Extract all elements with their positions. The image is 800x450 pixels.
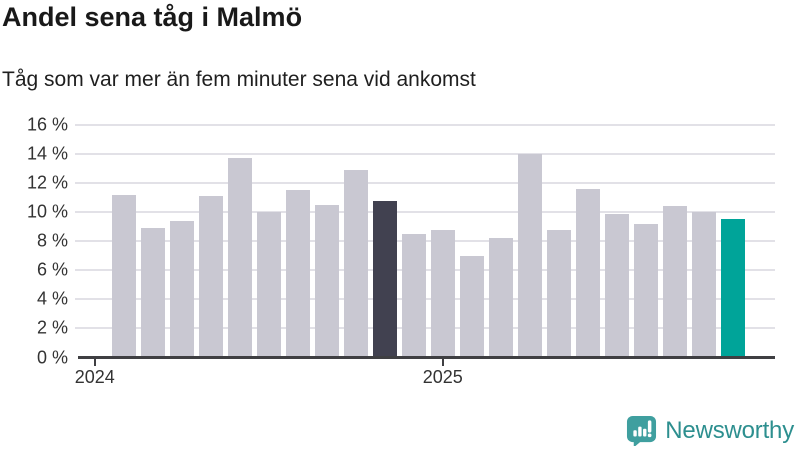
chart-subtitle: Tåg som var mer än fem minuter sena vid … <box>2 68 476 91</box>
bar <box>315 204 339 358</box>
chart-title: Andel sena tåg i Malmö <box>2 2 303 32</box>
y-gridline <box>75 211 775 214</box>
y-gridline <box>75 153 775 156</box>
bar <box>460 255 484 358</box>
bar <box>489 238 513 358</box>
bar <box>199 196 223 358</box>
bar <box>170 220 194 358</box>
bar <box>547 229 571 358</box>
x-axis-tick-label: 2025 <box>422 367 463 387</box>
y-axis-tick-label: 6 % <box>36 259 68 280</box>
bar <box>373 200 397 358</box>
bar <box>141 228 165 358</box>
x-axis-tick-label: 2024 <box>74 367 115 387</box>
y-axis-tick-label: 8 % <box>36 230 68 251</box>
newsworthy-logo: Newsworthy <box>626 415 794 446</box>
y-axis-tick-label: 0 % <box>36 347 68 367</box>
y-gridline <box>75 124 775 127</box>
bar <box>228 158 252 358</box>
y-axis-tick-label: 2 % <box>36 317 68 338</box>
bar <box>344 170 368 358</box>
x-axis-tick <box>441 359 444 366</box>
bar <box>112 194 136 358</box>
bar <box>257 212 281 358</box>
bar <box>286 190 310 358</box>
newsworthy-speech-bubble-chart-icon <box>627 415 657 446</box>
newsworthy-wordmark: Newsworthy <box>665 416 794 444</box>
y-axis-tick-label: 10 % <box>26 201 68 222</box>
y-axis-tick-label: 4 % <box>36 288 68 309</box>
bar <box>605 213 629 358</box>
y-axis-tick-label: 16 % <box>26 114 68 135</box>
bar <box>431 229 455 358</box>
bar <box>518 154 542 358</box>
bar <box>576 188 600 358</box>
x-axis-tick <box>93 359 96 366</box>
bar <box>663 206 687 358</box>
bar <box>721 219 745 358</box>
bar <box>634 223 658 358</box>
y-axis-tick-label: 12 % <box>26 172 68 193</box>
bar <box>692 212 716 358</box>
y-gridline <box>75 182 775 185</box>
bar <box>402 233 426 358</box>
y-axis-tick-label: 14 % <box>26 143 68 164</box>
x-axis-line <box>78 356 775 359</box>
